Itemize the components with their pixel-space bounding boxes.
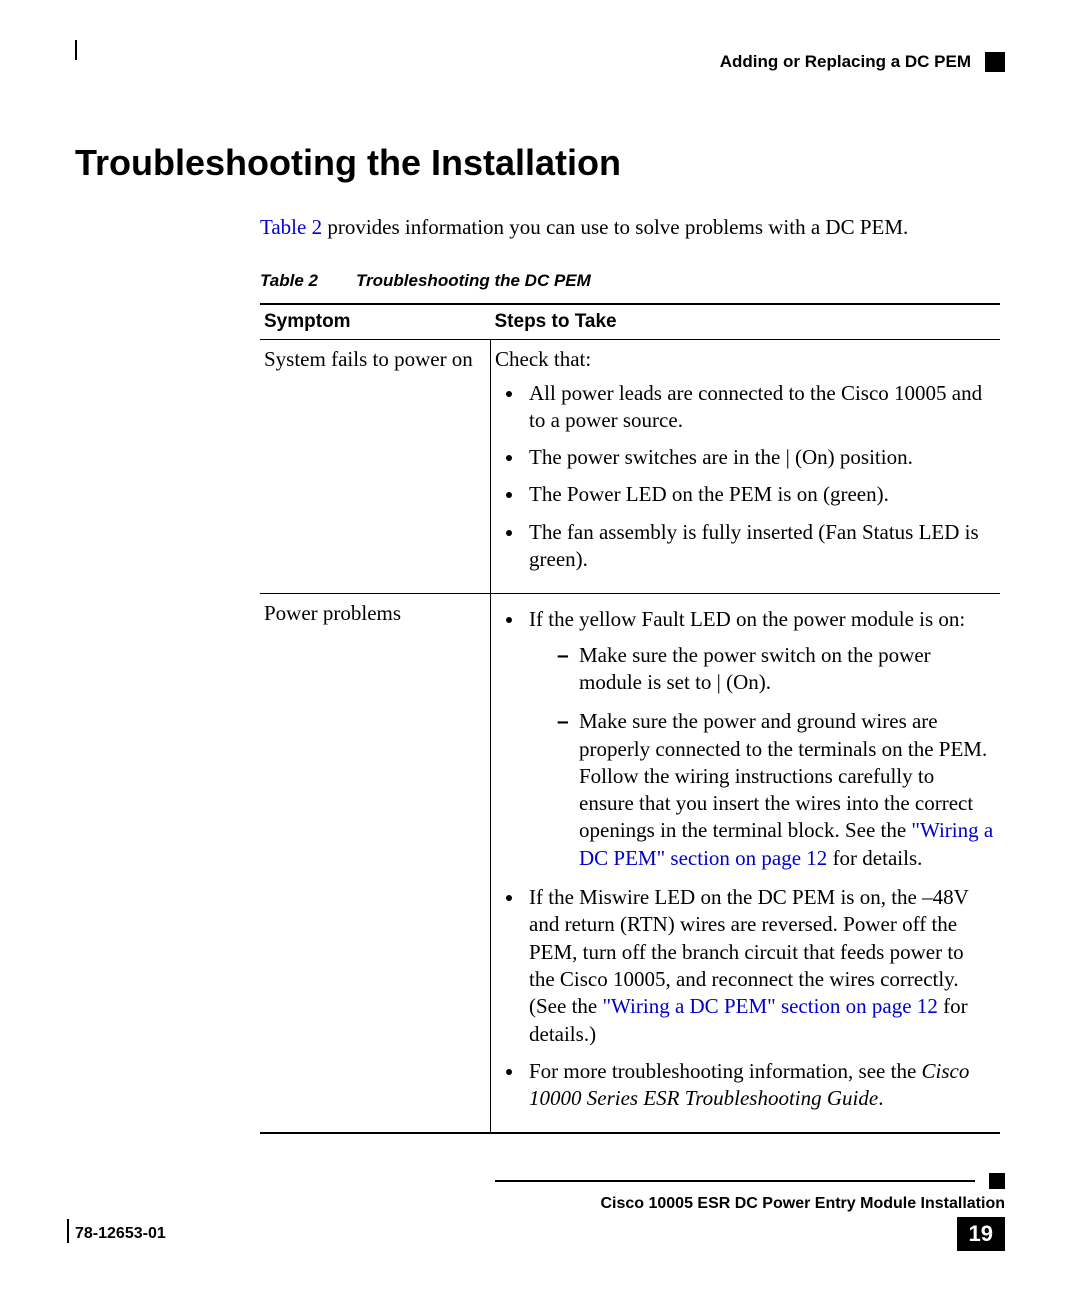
intro-paragraph: Table 2 provides information you can use… [260, 214, 1005, 241]
list-item: The Power LED on the PEM is on (green). [525, 481, 994, 508]
list-item: For more troubleshooting information, se… [525, 1058, 994, 1113]
list-item: Make sure the power switch on the power … [563, 642, 994, 697]
table-row: Power problems If the yellow Fault LED o… [260, 594, 1000, 1134]
footer-rule-row [75, 1173, 1005, 1189]
b1-lead: If the yellow Fault LED on the power mod… [529, 607, 965, 631]
page-number: 19 [957, 1217, 1005, 1251]
symptom-cell: Power problems [260, 594, 491, 1134]
list-item: The fan assembly is fully inserted (Fan … [525, 519, 994, 574]
list-item: All power leads are connected to the Cis… [525, 380, 994, 435]
list-item: The power switches are in the | (On) pos… [525, 444, 994, 471]
doc-number: 78-12653-01 [75, 1225, 166, 1243]
table-caption: Table 2 Troubleshooting the DC PEM [260, 271, 1005, 291]
text: for details. [827, 846, 922, 870]
table-caption-title: Troubleshooting the DC PEM [356, 271, 591, 290]
bullet-list: All power leads are connected to the Cis… [495, 380, 994, 574]
col-symptom: Symptom [260, 304, 491, 340]
wiring-xref-link[interactable]: "Wiring a DC PEM" section on page 12 [602, 994, 937, 1018]
table-caption-label: Table 2 [260, 271, 318, 290]
text: . [878, 1086, 883, 1110]
troubleshooting-table: Symptom Steps to Take System fails to po… [260, 303, 1000, 1134]
steps-cell: If the yellow Fault LED on the power mod… [491, 594, 1001, 1134]
running-header: Adding or Replacing a DC PEM [75, 52, 1005, 72]
table-ref-link[interactable]: Table 2 [260, 215, 322, 239]
page: Adding or Replacing a DC PEM Troubleshoo… [0, 0, 1080, 1311]
page-heading: Troubleshooting the Installation [75, 142, 1005, 184]
bullet-list: If the yellow Fault LED on the power mod… [495, 606, 994, 1112]
crop-mark [75, 40, 77, 60]
text: For more troubleshooting information, se… [529, 1059, 922, 1083]
steps-lead: Check that: [495, 347, 591, 371]
list-item: If the yellow Fault LED on the power mod… [525, 606, 994, 872]
page-footer: Cisco 10005 ESR DC Power Entry Module In… [75, 1173, 1005, 1251]
list-item: If the Miswire LED on the DC PEM is on, … [525, 884, 994, 1048]
col-steps: Steps to Take [491, 304, 1001, 340]
header-square-icon [985, 52, 1005, 72]
header-section-title: Adding or Replacing a DC PEM [720, 52, 971, 72]
footer-square-icon [989, 1173, 1005, 1189]
table-row: System fails to power on Check that: All… [260, 340, 1000, 594]
table-header-row: Symptom Steps to Take [260, 304, 1000, 340]
footer-bottom-row: 78-12653-01 19 [75, 1217, 1005, 1251]
steps-cell: Check that: All power leads are connecte… [491, 340, 1001, 594]
symptom-cell: System fails to power on [260, 340, 491, 594]
footer-rule [495, 1180, 975, 1182]
footer-doc-title: Cisco 10005 ESR DC Power Entry Module In… [75, 1195, 1005, 1213]
sub-bullet-list: Make sure the power switch on the power … [529, 642, 994, 872]
intro-text: provides information you can use to solv… [322, 215, 908, 239]
list-item: Make sure the power and ground wires are… [563, 708, 994, 872]
